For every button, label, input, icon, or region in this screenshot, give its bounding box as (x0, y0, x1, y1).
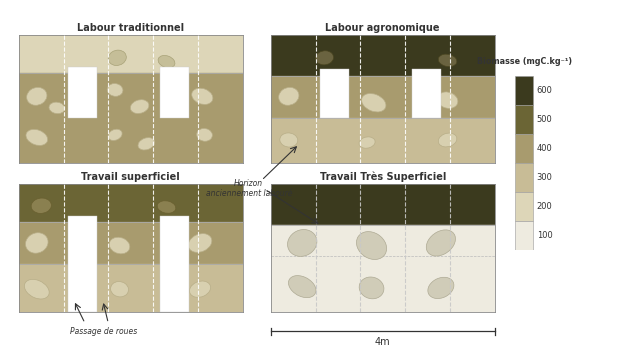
Ellipse shape (108, 129, 122, 141)
Text: Passage de roues: Passage de roues (71, 327, 137, 336)
Text: 100: 100 (537, 231, 553, 240)
Bar (515, 134, 532, 163)
Ellipse shape (359, 137, 375, 148)
Ellipse shape (359, 277, 384, 299)
Ellipse shape (438, 133, 457, 147)
Ellipse shape (31, 198, 52, 213)
Ellipse shape (109, 237, 130, 254)
Ellipse shape (158, 201, 176, 213)
Bar (19, 184, 243, 222)
Title: Labour traditionnel: Labour traditionnel (77, 23, 185, 33)
Bar (515, 76, 532, 105)
Bar (19, 73, 243, 163)
Ellipse shape (26, 129, 48, 145)
Title: Travail Très Superficiel: Travail Très Superficiel (319, 171, 446, 182)
Bar (271, 184, 495, 225)
Ellipse shape (26, 87, 47, 105)
Ellipse shape (25, 233, 48, 253)
Text: 400: 400 (537, 144, 553, 153)
Bar (19, 222, 243, 263)
Ellipse shape (107, 84, 123, 96)
Ellipse shape (188, 234, 212, 252)
Text: 4m: 4m (375, 337, 391, 347)
Ellipse shape (316, 51, 333, 65)
Bar (515, 163, 532, 192)
Ellipse shape (362, 94, 386, 112)
Ellipse shape (287, 229, 317, 256)
Ellipse shape (437, 92, 458, 108)
Bar (515, 221, 532, 250)
Text: Biomasse (mgC.kg⁻¹): Biomasse (mgC.kg⁻¹) (477, 57, 571, 66)
Ellipse shape (428, 277, 454, 298)
Ellipse shape (158, 56, 175, 68)
Ellipse shape (130, 100, 149, 113)
Text: 500: 500 (537, 115, 553, 124)
Ellipse shape (110, 281, 129, 297)
Bar (412, 69, 441, 118)
Bar (271, 225, 495, 312)
Bar (68, 67, 97, 118)
Text: 200: 200 (537, 202, 553, 211)
Ellipse shape (357, 231, 387, 260)
Text: Horizon
anciennement labouré: Horizon anciennement labouré (205, 179, 292, 198)
Ellipse shape (197, 128, 212, 141)
Ellipse shape (49, 102, 65, 113)
Bar (271, 118, 495, 163)
Bar (515, 192, 532, 221)
Ellipse shape (25, 279, 49, 299)
Ellipse shape (280, 133, 298, 147)
Ellipse shape (427, 230, 455, 256)
Title: Travail superficiel: Travail superficiel (81, 172, 180, 182)
Bar (19, 263, 243, 312)
Bar (271, 35, 495, 76)
Bar (68, 216, 97, 312)
Text: 600: 600 (537, 86, 553, 95)
Bar (160, 67, 189, 118)
Ellipse shape (138, 138, 155, 150)
Ellipse shape (192, 88, 213, 104)
Bar (19, 35, 243, 73)
Text: 300: 300 (537, 173, 553, 182)
Ellipse shape (438, 54, 457, 67)
Bar (515, 105, 532, 134)
Title: Labour agronomique: Labour agronomique (326, 23, 440, 33)
Ellipse shape (190, 281, 210, 297)
Ellipse shape (289, 276, 316, 298)
Ellipse shape (278, 87, 299, 105)
Ellipse shape (108, 50, 127, 66)
Bar (160, 216, 189, 312)
Bar (271, 76, 495, 118)
Bar (320, 69, 349, 118)
